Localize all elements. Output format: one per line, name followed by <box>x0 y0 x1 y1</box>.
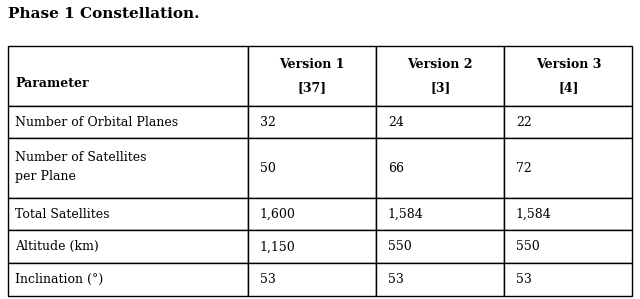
Bar <box>504 46 632 106</box>
Text: Altitude (km): Altitude (km) <box>15 240 99 253</box>
Text: 66: 66 <box>388 161 404 175</box>
Bar <box>376 198 504 231</box>
Bar <box>376 46 504 106</box>
Text: 550: 550 <box>516 240 540 253</box>
Bar <box>8 198 248 231</box>
Text: Number of Orbital Planes: Number of Orbital Planes <box>15 115 179 129</box>
Text: Inclination (°): Inclination (°) <box>15 273 104 286</box>
Bar <box>504 138 632 198</box>
Bar <box>376 138 504 198</box>
Bar <box>248 106 376 138</box>
Bar <box>504 231 632 263</box>
Text: 53: 53 <box>516 273 532 286</box>
Text: 550: 550 <box>388 240 412 253</box>
Bar <box>504 106 632 138</box>
Text: Total Satellites: Total Satellites <box>15 208 110 221</box>
Bar <box>504 198 632 231</box>
Bar <box>248 263 376 296</box>
Text: Number of Satellites
per Plane: Number of Satellites per Plane <box>15 151 147 183</box>
Bar <box>8 231 248 263</box>
Text: 24: 24 <box>388 115 404 129</box>
Text: Parameter: Parameter <box>15 77 89 90</box>
Bar <box>504 263 632 296</box>
Bar <box>248 138 376 198</box>
Text: 53: 53 <box>260 273 276 286</box>
Text: 1,584: 1,584 <box>388 208 424 221</box>
Bar <box>8 46 248 106</box>
Text: 1,584: 1,584 <box>516 208 552 221</box>
Bar <box>8 263 248 296</box>
Text: 72: 72 <box>516 161 532 175</box>
Bar <box>376 106 504 138</box>
Text: 1,150: 1,150 <box>260 240 296 253</box>
Text: Version 2
[3]: Version 2 [3] <box>408 58 473 94</box>
Text: 22: 22 <box>516 115 532 129</box>
Bar <box>376 263 504 296</box>
Text: Phase 1 Constellation.: Phase 1 Constellation. <box>8 7 199 22</box>
Bar <box>8 106 248 138</box>
Text: 1,600: 1,600 <box>260 208 296 221</box>
Text: Version 1
[37]: Version 1 [37] <box>280 58 345 94</box>
Text: 32: 32 <box>260 115 276 129</box>
Text: Version 3
[4]: Version 3 [4] <box>536 58 601 94</box>
Bar <box>248 198 376 231</box>
Text: 50: 50 <box>260 161 276 175</box>
Text: 53: 53 <box>388 273 404 286</box>
Bar <box>248 46 376 106</box>
Bar <box>8 138 248 198</box>
Bar <box>376 231 504 263</box>
Bar <box>248 231 376 263</box>
